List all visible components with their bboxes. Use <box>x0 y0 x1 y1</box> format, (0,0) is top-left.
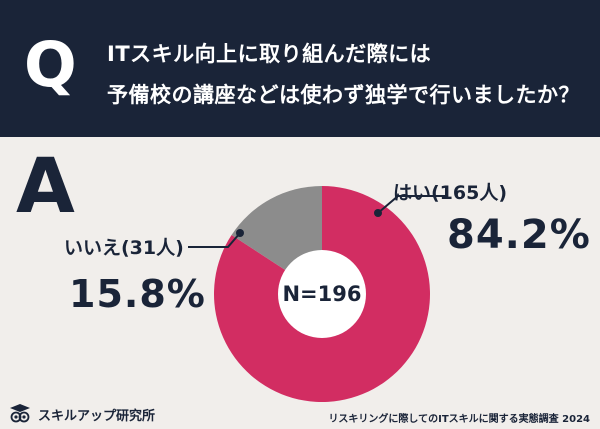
question-line-2: 予備校の講座などは使わず独学で行いましたか？ <box>107 83 580 107</box>
leader-line-yes <box>377 195 446 214</box>
question-line-1: ITスキル向上に取り組んだ際には <box>107 42 432 66</box>
brand: スキルアップ研究所 <box>8 403 155 425</box>
sample-size-label: N=196 <box>282 282 362 306</box>
leader-line-no <box>188 232 241 248</box>
slice-label-no: いいえ(31人) <box>64 237 184 259</box>
question-text: ITスキル向上に取り組んだ際には 予備校の講座などは使わず独学で行いましたか？ <box>107 34 580 116</box>
leader-line-no-dot <box>236 229 244 237</box>
leader-line-yes-dot <box>374 209 382 217</box>
brand-name: スキルアップ研究所 <box>38 408 156 424</box>
q-mark: Q <box>24 28 77 101</box>
slice-label-yes: はい(165人) <box>393 182 508 204</box>
donut-hole <box>278 250 366 338</box>
slice-percent-yes: 84.2% <box>447 212 591 258</box>
owl-logo-icon <box>10 404 30 423</box>
source-caption: リスキリングに際してのITスキルに関する実態調査 2024 <box>328 414 590 425</box>
question-header: Q ITスキル向上に取り組んだ際には 予備校の講座などは使わず独学で行いましたか… <box>0 0 600 137</box>
a-mark: A <box>16 141 75 230</box>
slice-percent-no: 15.8% <box>69 272 206 316</box>
